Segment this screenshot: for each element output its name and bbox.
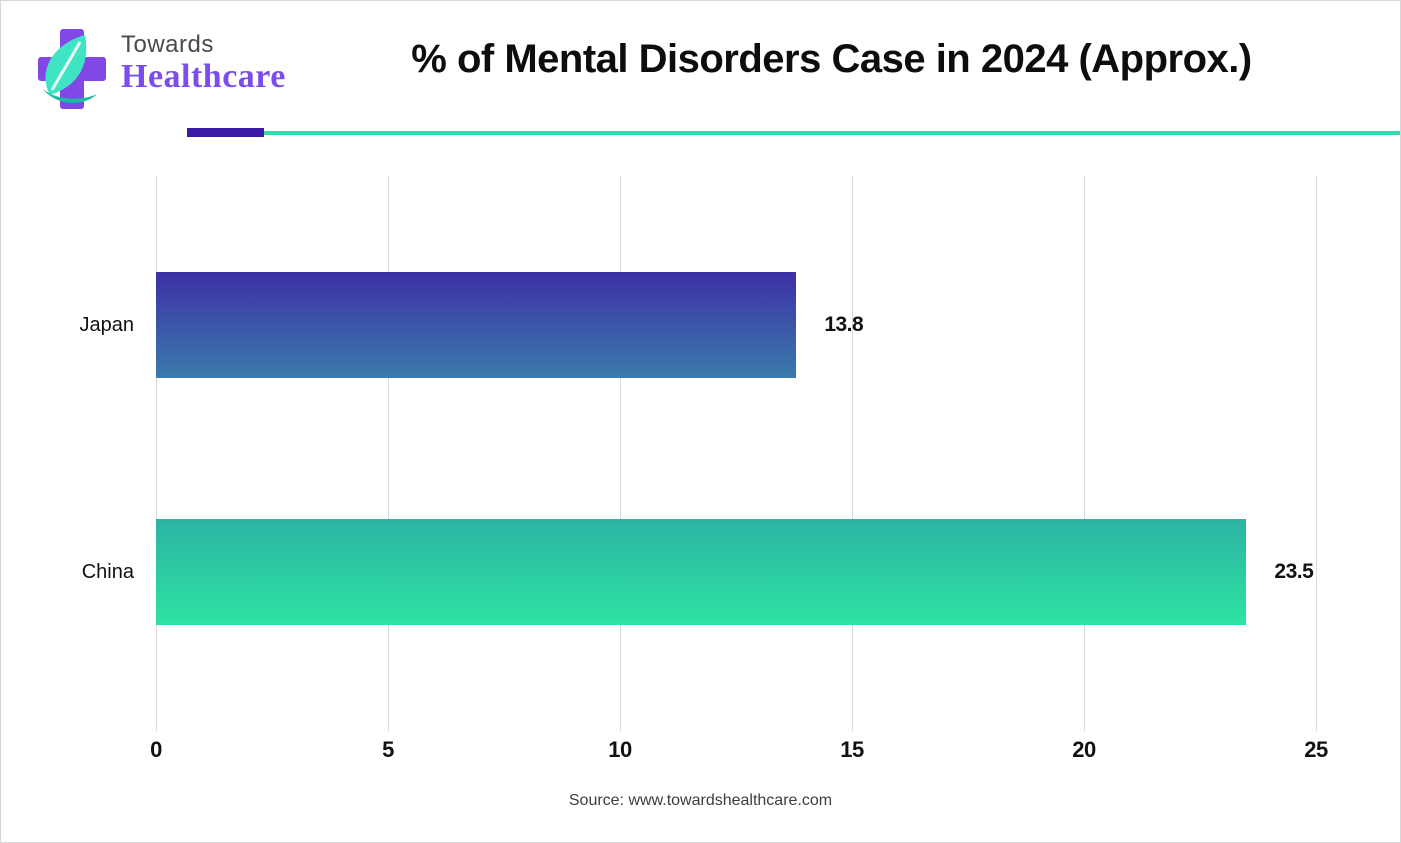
category-label-china: China — [81, 560, 134, 583]
source-text: Source: www.towardshealthcare.com — [568, 792, 833, 809]
x-tick-15: 15 — [840, 737, 864, 762]
x-tick-20: 20 — [1072, 737, 1096, 762]
plot-area: 13.8 23.5 — [156, 176, 1381, 731]
bar-row-japan: 13.8 — [156, 272, 1381, 378]
logo-healthcare-text: Healthcare — [121, 58, 286, 95]
y-axis-labels: Japan China — [1, 176, 135, 731]
bar-value-china: 23.5 — [1274, 560, 1314, 583]
chart-title: % of Mental Disorders Case in 2024 (Appr… — [411, 37, 1252, 81]
bar-row-china: 23.5 — [156, 519, 1381, 625]
logo-wordmark: Towards Healthcare — [121, 27, 286, 94]
x-axis: 0 5 10 15 20 25 — [150, 737, 1381, 767]
gridline-10 — [620, 176, 621, 731]
category-label-japan: Japan — [79, 313, 135, 336]
gridline-20 — [1084, 176, 1086, 731]
towards-healthcare-logo: Towards Healthcare — [37, 27, 286, 111]
cross-leaf-logo-icon — [38, 29, 106, 109]
x-tick-10: 10 — [608, 737, 632, 762]
x-tick-5: 5 — [382, 737, 394, 762]
x-tick-25: 25 — [1304, 737, 1328, 762]
x-tick-0: 0 — [150, 737, 162, 762]
gridline-25 — [1316, 176, 1318, 731]
divider-line — [264, 131, 1400, 135]
bar-china — [156, 519, 1247, 625]
gridline-5 — [388, 176, 389, 731]
gridline-15 — [852, 176, 854, 731]
divider-accent-bar — [187, 128, 264, 137]
bar-japan — [156, 272, 797, 378]
logo-towards-text: Towards — [121, 31, 214, 58]
bar-value-japan: 13.8 — [824, 313, 864, 336]
gridline-0 — [156, 176, 157, 731]
